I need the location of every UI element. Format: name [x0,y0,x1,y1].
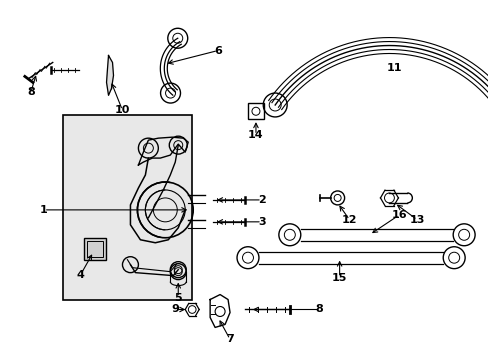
Text: 15: 15 [331,273,346,283]
Text: 12: 12 [341,215,357,225]
Text: 8: 8 [315,305,323,315]
Text: 11: 11 [386,63,401,73]
Text: 16: 16 [391,210,407,220]
Text: 14: 14 [247,130,263,140]
Text: 8: 8 [27,87,35,97]
Text: 4: 4 [77,270,84,280]
Bar [62,115,192,300]
Text: 7: 7 [226,334,233,345]
Text: 5: 5 [174,293,182,302]
Bar [83,238,105,260]
Text: 1: 1 [40,205,47,215]
Text: 3: 3 [258,217,265,227]
Text: 13: 13 [409,215,424,225]
Text: 2: 2 [258,195,265,205]
Text: 6: 6 [214,45,222,55]
Polygon shape [106,55,113,95]
Text: 10: 10 [115,105,130,115]
Text: 9: 9 [171,305,179,315]
Bar [247,103,264,119]
Bar [86,241,102,257]
